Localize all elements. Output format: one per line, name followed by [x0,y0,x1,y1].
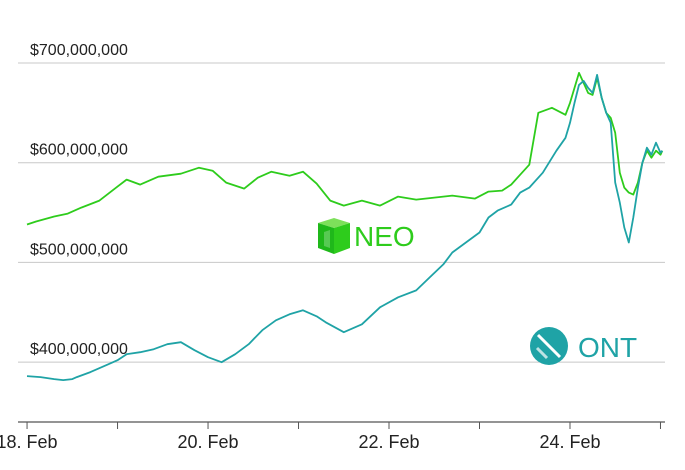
neo-brand: NEO [318,218,415,254]
ont-label: ONT [578,332,637,363]
x-tick-label: 18. Feb [0,432,58,452]
y-tick-label: $700,000,000 [30,42,128,59]
x-tick-label: 22. Feb [358,432,419,452]
neo-cube-icon [318,218,350,254]
x-axis: 18. Feb 20. Feb 22. Feb 24. Feb [0,421,665,452]
y-tick-label: $400,000,000 [30,341,128,358]
neo-label: NEO [354,221,415,252]
ont-circle-icon [530,327,568,365]
ont-brand: ONT [530,327,637,365]
x-tick-label: 24. Feb [539,432,600,452]
x-tick-label: 20. Feb [178,432,239,452]
series-line-ont [26,74,663,381]
series-line-neo [26,72,664,226]
series-lines [26,72,664,381]
y-axis-ticks: $400,000,000 $500,000,000 $600,000,000 $700… [30,42,128,358]
y-tick-label: $600,000,000 [30,142,128,159]
y-tick-label: $500,000,000 [30,241,128,258]
